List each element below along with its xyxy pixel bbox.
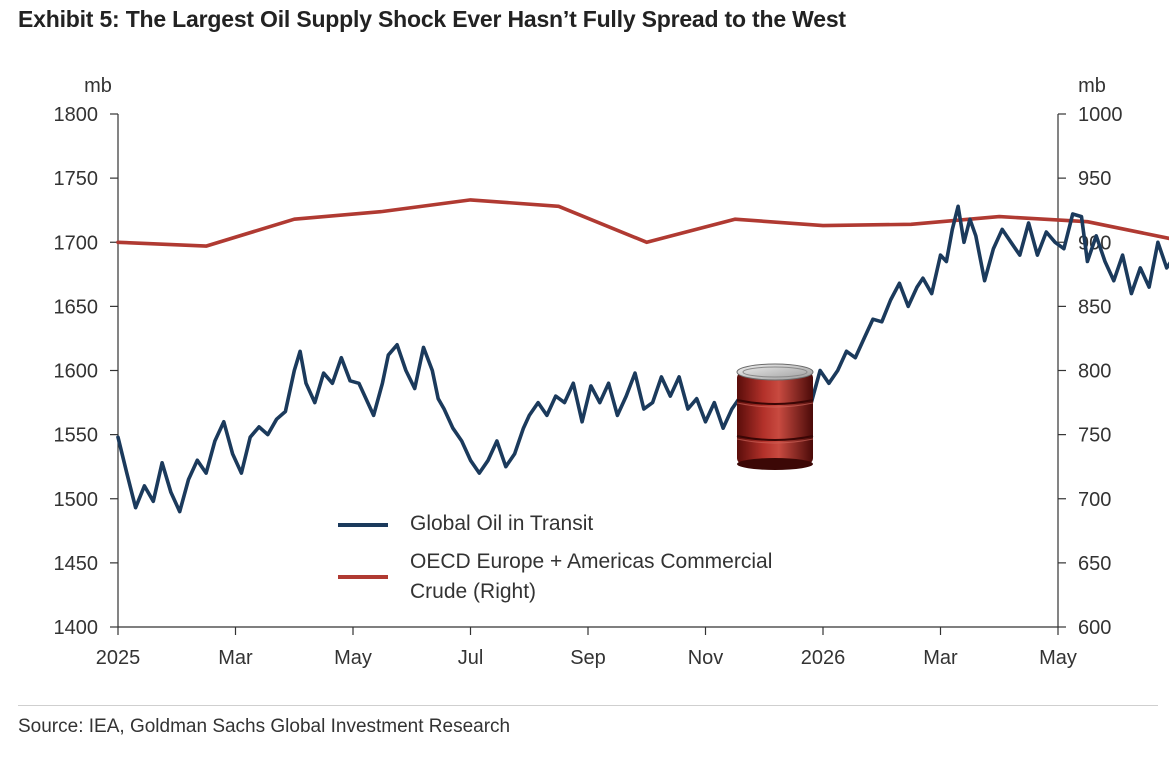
right-tick-label: 850	[1078, 296, 1111, 318]
left-tick-label: 1700	[54, 232, 99, 254]
x-tick-label: 2025	[96, 647, 141, 669]
chart-axes: mb mb 1800 1750 1700 1650 1600 1550 1500 1450 1400…	[54, 75, 1123, 669]
legend-swatch-oecd-crude	[338, 575, 388, 579]
x-tick-label: May	[1039, 647, 1077, 669]
oil-barrel-icon	[734, 362, 816, 472]
right-tick-label: 750	[1078, 425, 1111, 447]
line-chart: mb mb 1800 1750 1700 1650 1600 1550 1500 1450 1400…	[54, 75, 1169, 669]
legend-label-global-oil: Global Oil in Transit	[410, 512, 594, 535]
right-tick-label: 650	[1078, 553, 1111, 575]
chart-title: Exhibit 5: The Largest Oil Supply Shock …	[18, 6, 846, 32]
x-tick-label: 2026	[801, 647, 846, 669]
right-axis-unit: mb	[1078, 75, 1106, 97]
source-note: Source: IEA, Goldman Sachs Global Invest…	[18, 716, 511, 737]
left-tick-label: 1400	[54, 617, 99, 639]
left-tick-label: 1500	[54, 489, 99, 511]
left-tick-label: 1800	[54, 104, 99, 126]
x-tick-label: Mar	[923, 647, 958, 669]
left-tick-label: 1550	[54, 425, 99, 447]
right-tick-label: 950	[1078, 168, 1111, 190]
legend-label-oecd-crude-line2: Crude (Right)	[410, 580, 537, 603]
x-tick-label: May	[334, 647, 372, 669]
left-tick-label: 1650	[54, 296, 99, 318]
right-tick-label: 600	[1078, 617, 1111, 639]
series-layer	[116, 198, 1169, 514]
left-axis-unit: mb	[84, 75, 112, 97]
left-tick-label: 1750	[54, 168, 99, 190]
left-tick-label: 1600	[54, 361, 99, 383]
right-tick-label: 1000	[1078, 104, 1123, 126]
legend-swatch-global-oil	[338, 523, 388, 527]
x-tick-label: Sep	[570, 647, 606, 669]
series-line-global-oil-in-transit	[116, 204, 1169, 514]
left-tick-label: 1450	[54, 553, 99, 575]
x-tick-label: Mar	[218, 647, 253, 669]
legend-label-oecd-crude: OECD Europe + Americas Commercial	[410, 550, 773, 573]
right-tick-label: 800	[1078, 361, 1111, 383]
x-tick-label: Jul	[458, 647, 484, 669]
right-tick-label: 700	[1078, 489, 1111, 511]
source-divider	[18, 705, 1158, 706]
series-line-oecd-commercial-crude	[116, 198, 1169, 248]
x-tick-label: Nov	[688, 647, 724, 669]
